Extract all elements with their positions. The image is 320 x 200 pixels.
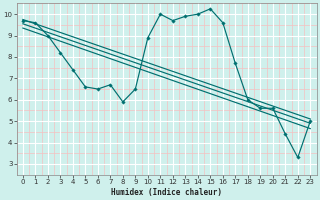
- X-axis label: Humidex (Indice chaleur): Humidex (Indice chaleur): [111, 188, 222, 197]
